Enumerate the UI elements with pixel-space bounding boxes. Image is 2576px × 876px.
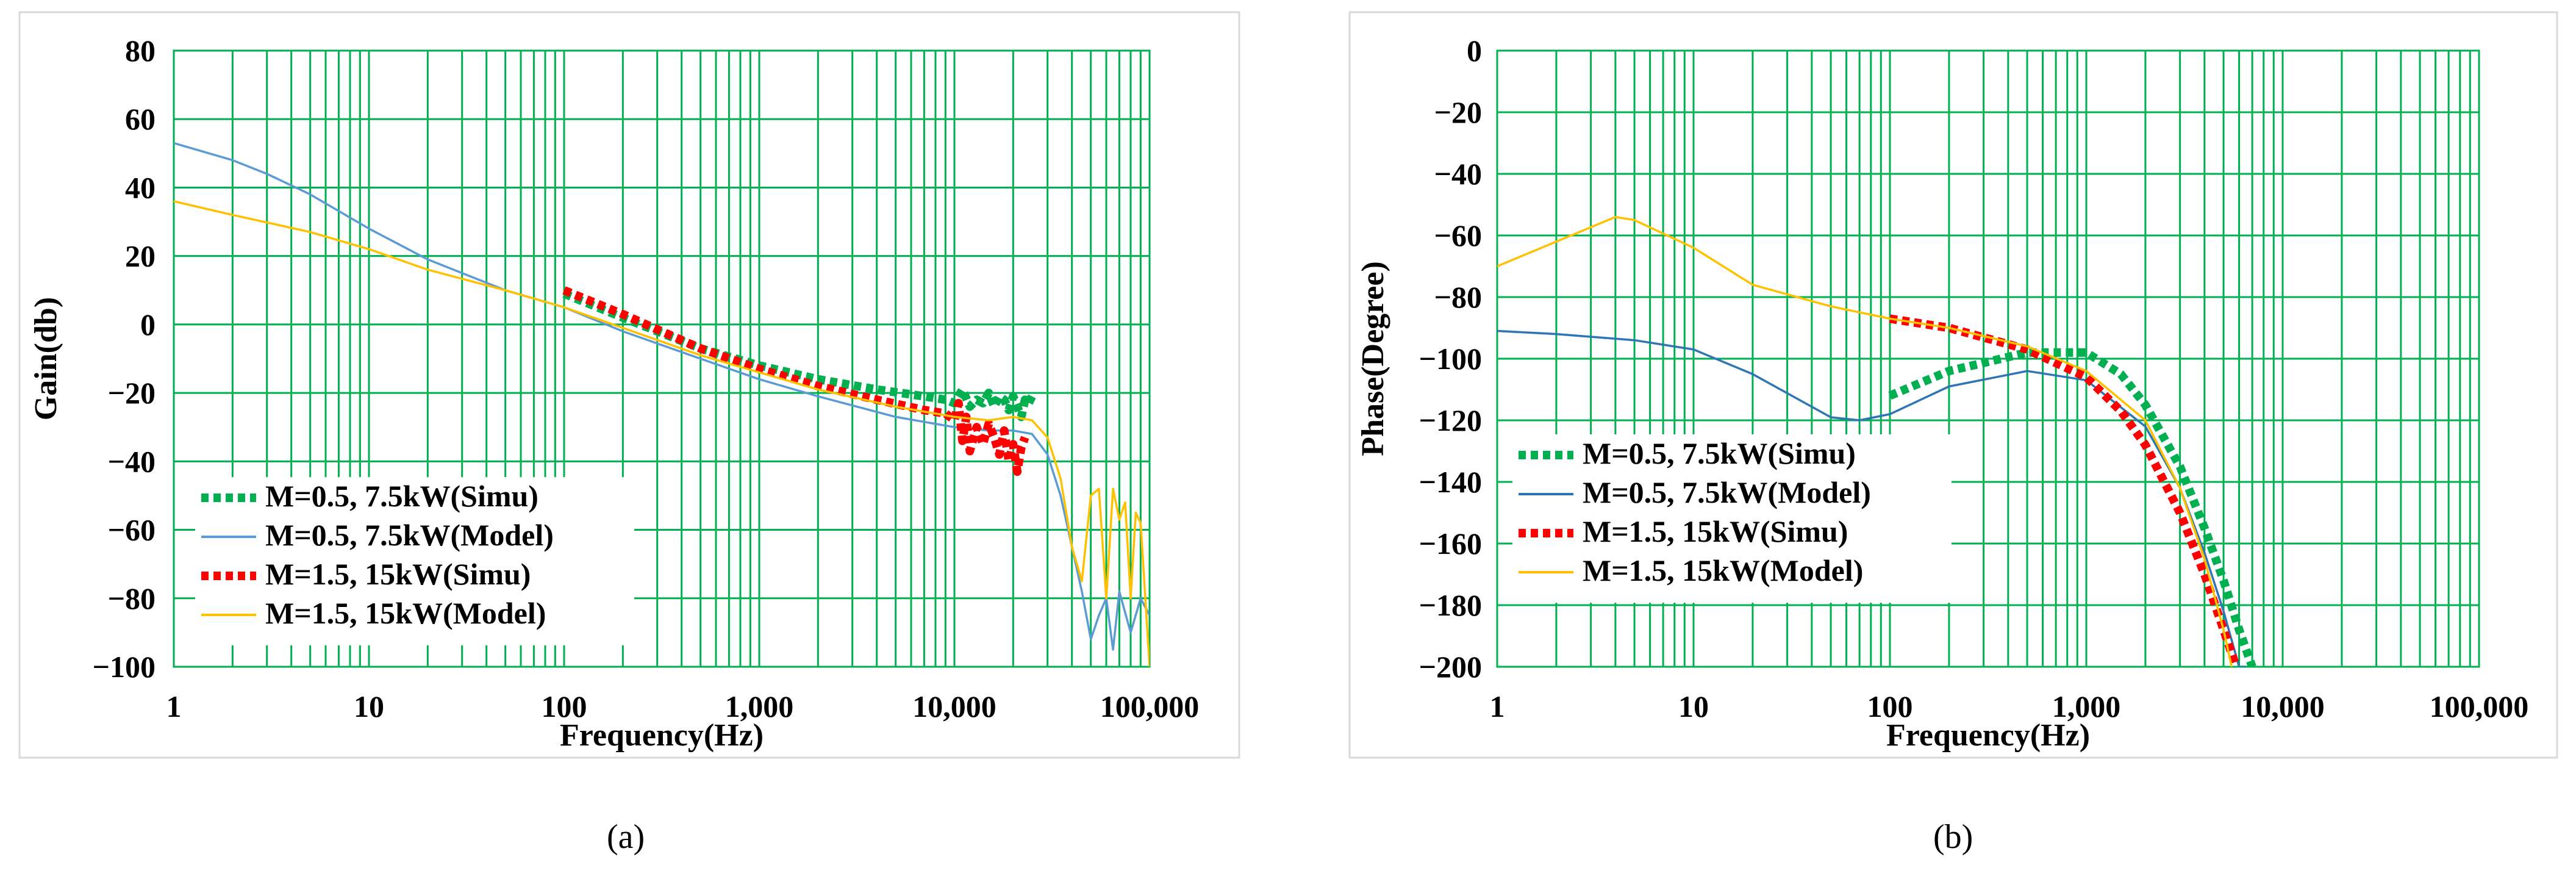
chart-b-legend-label: M=1.5, 15kW(Simu) <box>1583 514 1848 548</box>
chart-a-legend-label: M=1.5, 15kW(Simu) <box>265 557 531 591</box>
chart-a-y-tick-label: 0 <box>140 307 156 342</box>
chart-b-legend-label: M=1.5, 15kW(Model) <box>1583 553 1863 587</box>
chart-a-frame <box>18 11 1240 759</box>
chart-a-x-tick-label: 100 <box>542 689 587 723</box>
chart-b-legend-label: M=0.5, 7.5kW(Simu) <box>1583 436 1856 470</box>
chart-b-x-tick-label: 1,000 <box>2052 689 2121 723</box>
chart-b-y-tick-label: −80 <box>1434 280 1483 314</box>
chart-a-plot-border <box>173 49 1151 668</box>
chart-b-series-4-line <box>1497 215 2233 667</box>
chart-a-x-tick-label: 1 <box>166 689 182 723</box>
chart-a-x-tick-label: 100,000 <box>1100 689 1200 723</box>
chart-b-y-tick-label: −120 <box>1419 403 1483 437</box>
chart-b-y-tick-label: 0 <box>1467 34 1482 68</box>
caption-a: (a) <box>607 818 645 856</box>
chart-b-x-axis-label: Frequency(Hz) <box>1886 718 2090 753</box>
chart-a-legend: M=0.5, 7.5kW(Simu) M=0.5, 7.5kW(Model) M=1… <box>195 477 634 645</box>
chart-b-tick-labels: 1 10 100 1,000 10,000 100,000−200−180−160−140… <box>1419 34 2529 723</box>
chart-b-x-tick-label: 100,000 <box>2430 689 2529 723</box>
chart-a-legend-label: M=1.5, 15kW(Model) <box>265 596 546 630</box>
chart-panel-b: 1 10 100 1,000 10,000 100,000−200−180−160−140… <box>1348 11 2558 759</box>
chart-a-y-tick-label: −60 <box>108 513 156 547</box>
chart-b-x-tick-label: 10 <box>1678 689 1709 723</box>
chart-a-y-tick-label: −40 <box>108 444 156 478</box>
chart-a-x-tick-label: 10 <box>354 689 384 723</box>
chart-a-y-tick-label: 60 <box>125 102 156 136</box>
chart-b-y-tick-label: −180 <box>1419 588 1483 622</box>
caption-b: (b) <box>1933 818 1973 856</box>
chart-a-series-1-line <box>562 289 1036 422</box>
chart-b-y-tick-label: −60 <box>1434 218 1483 253</box>
chart-b-y-tick-label: −160 <box>1419 526 1483 561</box>
chart-b-legend-label: M=0.5, 7.5kW(Model) <box>1583 475 1871 509</box>
chart-b-series-2-line <box>1497 329 2246 667</box>
chart-b-series <box>1497 215 2256 667</box>
chart-a-y-tick-label: −20 <box>108 376 156 410</box>
chart-a-x-axis-label: Frequency(Hz) <box>560 718 764 753</box>
chart-a-series-3-line <box>562 286 1029 476</box>
chart-a-y-tick-label: −100 <box>93 650 156 684</box>
chart-a-y-axis-label: Gain(db) <box>29 297 63 420</box>
chart-a-x-tick-label: 1,000 <box>725 689 794 723</box>
chart-a-x-tick-label: 10,000 <box>912 689 996 723</box>
chart-b-series-1-line <box>1888 348 2256 667</box>
chart-a-legend-background <box>195 477 634 645</box>
chart-b-y-tick-label: −140 <box>1419 465 1483 499</box>
chart-b-y-tick-label: −200 <box>1419 650 1483 684</box>
chart-a-y-tick-label: −80 <box>108 581 156 616</box>
chart-a-y-tick-label: 40 <box>125 170 156 204</box>
chart-b-x-tick-label: 10,000 <box>2241 689 2325 723</box>
chart-b-series-3-line <box>1889 314 2241 667</box>
chart-b-legend-background <box>1512 434 1952 603</box>
chart-b-x-tick-label: 1 <box>1490 689 1505 723</box>
chart-b-y-tick-label: −20 <box>1434 95 1483 129</box>
chart-b-y-axis-label: Phase(Degree) <box>1356 261 1390 456</box>
chart-b-plot-border <box>1496 49 2480 668</box>
chart-a-series <box>174 142 1150 667</box>
chart-b-legend: M=0.5, 7.5kW(Simu) M=0.5, 7.5kW(Model) M=1… <box>1512 434 1952 603</box>
chart-a-tick-labels: 1 10 100 1,000 10,000 100,000 −100 −80 −60 −40 −20… <box>93 34 1200 723</box>
chart-b-y-tick-label: −40 <box>1434 157 1483 191</box>
chart-panel-a: 1 10 100 1,000 10,000 100,000 −100 −80 −60 −40 −20… <box>18 11 1240 759</box>
chart-b-x-tick-label: 100 <box>1867 689 1913 723</box>
chart-a-legend-label: M=0.5, 7.5kW(Model) <box>265 518 554 552</box>
chart-a-legend-label: M=0.5, 7.5kW(Simu) <box>265 479 538 513</box>
chart-a-y-tick-label: 20 <box>125 239 156 273</box>
chart-a-series-4-line <box>174 200 1150 667</box>
chart-b-y-tick-label: −100 <box>1419 342 1483 376</box>
chart-a-y-tick-label: 80 <box>125 34 156 68</box>
